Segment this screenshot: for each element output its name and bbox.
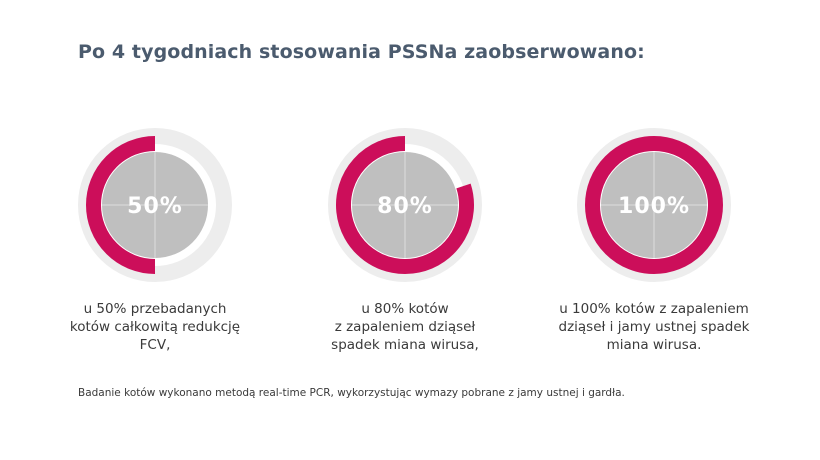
dial-progress-arc: [585, 136, 723, 275]
caption-line: u 100% kotów z zapaleniem: [559, 301, 749, 317]
caption-line: dziąseł i jamy ustnej spadek: [558, 319, 750, 335]
progress-dial-fcv: 50%: [75, 125, 235, 285]
dial-percentage-label: 80%: [377, 194, 433, 219]
dial-inner-disc: [352, 152, 458, 258]
dial-caption-fcv: u 50% przebadanych kotów całkowitą reduk…: [45, 300, 265, 354]
dial-caption-gingivitis: u 80% kotów z zapaleniem dziąseł spadek …: [295, 300, 515, 354]
page-title: Po 4 tygodniach stosowania PSSNa zaobser…: [78, 41, 645, 63]
progress-dial-stomatitis: 100%: [574, 125, 734, 285]
dial-inner-disc: [102, 152, 208, 258]
caption-line: FCV,: [139, 337, 171, 353]
progress-dial-gingivitis: 80%: [325, 125, 485, 285]
dial-percentage-label: 50%: [127, 194, 183, 219]
dial-chart: 100%: [577, 128, 731, 282]
dial-inner-disc: [601, 152, 707, 258]
dial-progress-arc: [336, 136, 474, 274]
caption-line: kotów całkowitą redukcję: [69, 319, 241, 335]
dial-progress-arc: [86, 136, 156, 274]
caption-line: u 80% kotów: [361, 301, 449, 317]
dial-chart: 80%: [328, 128, 482, 282]
caption-line: z zapaleniem dziąseł: [334, 319, 476, 335]
dial-chart: 50%: [78, 128, 232, 282]
footnote: Badanie kotów wykonano metodą real-time …: [78, 387, 625, 399]
dial-caption-stomatitis: u 100% kotów z zapaleniem dziąseł i jamy…: [544, 300, 764, 354]
caption-line: miana wirusa.: [606, 337, 702, 353]
caption-line: spadek miana wirusa,: [331, 337, 479, 353]
dial-percentage-label: 100%: [618, 194, 690, 219]
caption-line: u 50% przebadanych: [83, 301, 227, 317]
